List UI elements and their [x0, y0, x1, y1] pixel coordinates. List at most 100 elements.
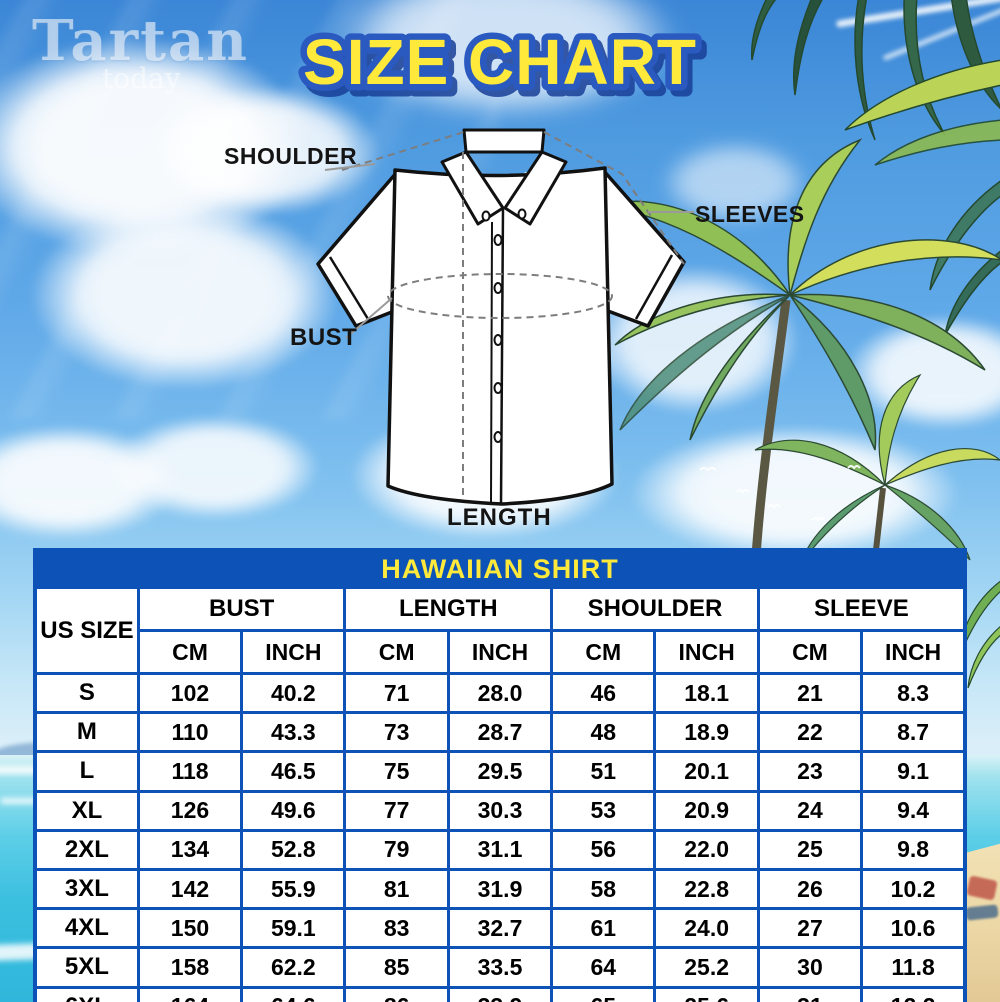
value-cell: 53	[550, 789, 657, 832]
value-cell: 58	[550, 867, 657, 911]
value-cell: 25.6	[653, 985, 760, 1002]
table-row: 6XL 164 64.6 86 33.9 65 25.6 31 12.2	[33, 985, 967, 1002]
shoulder-label: SHOULDER	[224, 143, 358, 169]
value-cell: 77	[343, 789, 450, 832]
size-cell: 6XL	[33, 985, 140, 1002]
table-row: L 118 46.5 75 29.5 51 20.1 23 9.1	[33, 750, 967, 793]
value-cell: 55.9	[240, 867, 347, 911]
unit-header-cm: CM	[550, 629, 657, 675]
value-cell: 83	[343, 907, 450, 950]
value-cell: 52.8	[240, 828, 347, 871]
value-cell: 64	[550, 946, 657, 989]
size-cell: 2XL	[33, 828, 140, 871]
value-cell: 118	[136, 750, 244, 793]
col-header-length: LENGTH	[343, 586, 554, 632]
value-cell: 33.9	[446, 985, 554, 1002]
value-cell: 32.7	[446, 907, 554, 950]
brand-name: Tartan	[32, 8, 249, 74]
table-row: S 102 40.2 71 28.0 46 18.1 21 8.3	[33, 671, 967, 715]
value-cell: 33.5	[446, 946, 554, 989]
bust-label: BUST	[290, 324, 358, 351]
value-cell: 18.9	[653, 711, 760, 754]
value-cell: 134	[136, 828, 244, 871]
value-cell: 62.2	[240, 946, 347, 989]
value-cell: 56	[550, 828, 657, 871]
svg-text:SIZE CHART: SIZE CHART	[303, 26, 697, 98]
unit-header-inch: INCH	[446, 629, 554, 675]
value-cell: 27	[756, 907, 864, 950]
value-cell: 102	[136, 671, 244, 715]
value-cell: 18.1	[653, 671, 760, 715]
value-cell: 22.0	[653, 828, 760, 871]
sleeves-label: SLEEVES	[695, 201, 805, 227]
value-cell: 75	[343, 750, 450, 793]
value-cell: 61	[550, 907, 657, 950]
value-cell: 73	[343, 711, 450, 754]
table-row: M 110 43.3 73 28.7 48 18.9 22 8.7	[33, 711, 967, 754]
size-cell: S	[33, 671, 140, 715]
value-cell: 28.7	[446, 711, 554, 754]
value-cell: 85	[343, 946, 450, 989]
value-cell: 8.3	[860, 671, 967, 715]
table-row: XL 126 49.6 77 30.3 53 20.9 24 9.4	[33, 789, 967, 832]
value-cell: 22	[756, 711, 864, 754]
value-cell: 158	[136, 946, 244, 989]
unit-header-cm: CM	[343, 629, 450, 675]
size-cell: XL	[33, 789, 140, 832]
value-cell: 86	[343, 985, 450, 1002]
value-cell: 31.9	[446, 867, 554, 911]
value-cell: 10.6	[860, 907, 967, 950]
value-cell: 26	[756, 867, 864, 911]
value-cell: 9.1	[860, 750, 967, 793]
value-cell: 126	[136, 789, 244, 832]
value-cell: 81	[343, 867, 450, 911]
page-title: SIZE CHART	[297, 20, 703, 105]
size-cell: L	[33, 750, 140, 793]
value-cell: 22.8	[653, 867, 760, 911]
value-cell: 64.6	[240, 985, 347, 1002]
value-cell: 29.5	[446, 750, 554, 793]
cloud	[150, 86, 380, 216]
shirt-diagram	[316, 128, 694, 506]
value-cell: 21	[756, 671, 864, 715]
size-cell: 3XL	[33, 867, 140, 911]
value-cell: 20.1	[653, 750, 760, 793]
size-cell: 5XL	[33, 946, 140, 989]
value-cell: 46	[550, 671, 657, 715]
value-cell: 24.0	[653, 907, 760, 950]
unit-header-cm: CM	[136, 629, 244, 675]
value-cell: 9.8	[860, 828, 967, 871]
value-cell: 23	[756, 750, 864, 793]
cloud	[30, 200, 340, 390]
value-cell: 40.2	[240, 671, 347, 715]
value-cell: 43.3	[240, 711, 347, 754]
size-table: HAWAIIAN SHIRT US SIZE BUST LENGTH SHOUL…	[33, 548, 967, 1002]
value-cell: 65	[550, 985, 657, 1002]
value-cell: 142	[136, 867, 244, 911]
value-cell: 30.3	[446, 789, 554, 832]
value-cell: 31.1	[446, 828, 554, 871]
value-cell: 25	[756, 828, 864, 871]
unit-header-inch: INCH	[653, 629, 760, 675]
length-label: LENGTH	[447, 504, 552, 531]
value-cell: 28.0	[446, 671, 554, 715]
value-cell: 71	[343, 671, 450, 715]
value-cell: 79	[343, 828, 450, 871]
value-cell: 59.1	[240, 907, 347, 950]
cloud	[0, 425, 180, 540]
value-cell: 31	[756, 985, 864, 1002]
brand-logo: Tartan today	[32, 8, 249, 95]
unit-header-cm: CM	[756, 629, 864, 675]
value-cell: 164	[136, 985, 244, 1002]
table-row: 2XL 134 52.8 79 31.1 56 22.0 25 9.8	[33, 828, 967, 871]
value-cell: 49.6	[240, 789, 347, 832]
value-cell: 46.5	[240, 750, 347, 793]
value-cell: 9.4	[860, 789, 967, 832]
value-cell: 10.2	[860, 867, 967, 911]
value-cell: 30	[756, 946, 864, 989]
value-cell: 20.9	[653, 789, 760, 832]
table-title: HAWAIIAN SHIRT	[33, 548, 967, 589]
col-header-us-size: US SIZE	[33, 586, 140, 675]
unit-header-inch: INCH	[860, 629, 967, 675]
value-cell: 25.2	[653, 946, 760, 989]
